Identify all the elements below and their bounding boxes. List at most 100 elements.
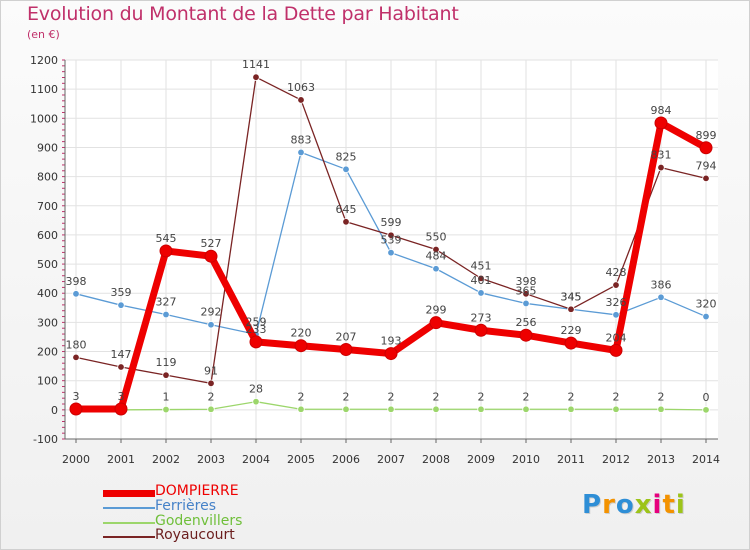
data-label-royaucourt: 451 — [471, 259, 492, 272]
y-tick-label: 400 — [37, 287, 58, 300]
logo-letter: i — [675, 490, 686, 520]
data-label-dompierre: 545 — [156, 232, 177, 245]
data-point-godenvillers — [522, 405, 530, 413]
data-label-godenvillers: 2 — [478, 390, 485, 403]
data-label-ferri-res: 398 — [66, 275, 87, 288]
legend-item: DOMPIERRE — [103, 483, 239, 500]
data-label-ferri-res: 259 — [246, 315, 267, 328]
logo-letter: t — [662, 490, 676, 520]
data-label-godenvillers: 1 — [163, 391, 170, 404]
data-label-ferri-res: 883 — [291, 133, 312, 146]
data-label-dompierre: 984 — [651, 104, 672, 117]
data-label-royaucourt: 428 — [606, 266, 627, 279]
data-point-royaucourt — [432, 245, 440, 254]
data-label-royaucourt: 1141 — [242, 58, 270, 71]
data-label-ferri-res: 320 — [696, 298, 717, 311]
data-point-dompierre — [249, 335, 263, 349]
legend-label: Godenvillers — [155, 513, 243, 529]
data-point-royaucourt — [297, 96, 305, 104]
data-point-royaucourt — [657, 163, 665, 172]
data-point-ferri-res — [612, 311, 620, 319]
data-point-ferri-res — [162, 310, 170, 319]
x-tick-label: 2008 — [422, 453, 450, 466]
data-label-royaucourt: 345 — [561, 290, 582, 303]
data-label-dompierre: 3 — [73, 390, 80, 403]
data-point-dompierre — [384, 347, 398, 361]
data-point-dompierre — [474, 323, 488, 337]
data-point-godenvillers — [207, 405, 215, 413]
data-label-royaucourt: 147 — [111, 348, 132, 361]
y-tick-label: 700 — [37, 200, 58, 213]
data-label-ferri-res: 401 — [471, 274, 492, 287]
data-point-ferri-res — [207, 321, 215, 329]
y-tick-label: 200 — [37, 346, 58, 359]
data-label-godenvillers: 2 — [433, 390, 440, 403]
data-label-royaucourt: 1063 — [287, 81, 315, 94]
legend-item: Ferrières — [103, 498, 216, 515]
data-label-dompierre: 299 — [426, 304, 447, 317]
y-tick-label: 1100 — [30, 83, 58, 96]
data-point-dompierre — [294, 339, 308, 353]
data-label-royaucourt: 119 — [156, 356, 177, 369]
x-tick-label: 2006 — [332, 453, 360, 466]
data-point-dompierre — [204, 249, 218, 263]
data-label-ferri-res: 539 — [381, 234, 402, 247]
x-tick-label: 2010 — [512, 453, 540, 466]
data-label-ferri-res: 365 — [516, 284, 537, 297]
data-label-godenvillers: 2 — [568, 390, 575, 403]
data-label-dompierre: 233 — [246, 323, 267, 336]
y-tick-label: 0 — [51, 404, 58, 417]
data-label-godenvillers: 2 — [343, 390, 350, 403]
data-point-royaucourt — [72, 353, 80, 362]
data-point-dompierre — [654, 116, 668, 130]
y-tick-label: 500 — [37, 258, 58, 271]
data-point-ferri-res — [522, 299, 530, 308]
data-label-dompierre: 527 — [201, 237, 222, 250]
legend-label: Royaucourt — [155, 527, 235, 543]
data-label-godenvillers: 2 — [208, 390, 215, 403]
data-point-godenvillers — [387, 405, 395, 413]
x-tick-label: 2000 — [62, 453, 90, 466]
x-tick-label: 2011 — [557, 453, 585, 466]
data-point-royaucourt — [162, 371, 170, 379]
data-label-ferri-res: 327 — [156, 296, 177, 309]
data-label-dompierre: 273 — [471, 311, 492, 324]
data-point-royaucourt — [612, 281, 620, 289]
data-point-godenvillers — [702, 406, 710, 414]
logo-letter: i — [652, 490, 663, 520]
x-tick-label: 2009 — [467, 453, 495, 466]
data-point-royaucourt — [117, 363, 125, 371]
data-point-dompierre — [159, 244, 173, 258]
logo-letter: o — [615, 490, 635, 520]
data-label-royaucourt: 550 — [426, 231, 447, 244]
data-point-godenvillers — [567, 405, 575, 413]
data-label-godenvillers: 2 — [613, 390, 620, 403]
data-label-ferri-res: 345 — [561, 290, 582, 303]
data-label-godenvillers: 2 — [388, 390, 395, 403]
x-tick-label: 2014 — [692, 453, 720, 466]
chart-subtitle: (en €) — [27, 28, 60, 41]
data-label-godenvillers: 2 — [523, 390, 530, 403]
data-label-godenvillers: 28 — [249, 383, 263, 396]
data-point-ferri-res — [72, 290, 80, 298]
data-label-dompierre: 229 — [561, 324, 582, 337]
data-point-royaucourt — [252, 73, 260, 81]
legend-label: DOMPIERRE — [155, 483, 239, 499]
y-tick-label: 900 — [37, 141, 58, 154]
data-label-dompierre: 193 — [381, 335, 402, 348]
legend-item: Godenvillers — [103, 513, 242, 530]
data-point-ferri-res — [477, 289, 485, 297]
data-label-godenvillers: 2 — [298, 390, 305, 403]
legend-swatch — [103, 522, 155, 524]
data-point-royaucourt — [522, 290, 530, 298]
data-point-dompierre — [429, 316, 443, 330]
data-label-godenvillers: 0 — [703, 391, 710, 404]
x-tick-label: 2007 — [377, 453, 405, 466]
data-point-royaucourt — [477, 274, 485, 283]
data-label-ferri-res: 484 — [426, 250, 447, 263]
data-label-royaucourt: 831 — [651, 149, 672, 162]
x-tick-label: 2004 — [242, 453, 270, 466]
data-point-royaucourt — [207, 379, 215, 388]
data-point-godenvillers — [477, 405, 485, 413]
